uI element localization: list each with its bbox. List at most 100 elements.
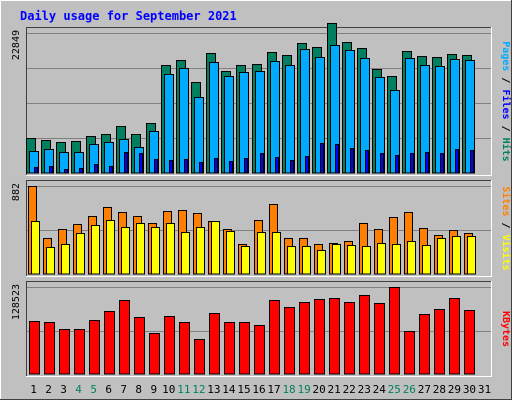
bar-hits-pages-day-4 xyxy=(79,168,83,174)
bar-hits-files-day-14 xyxy=(224,76,234,174)
bar-hits-files-day-11 xyxy=(179,68,189,174)
bar-kbytes-kbytes-day-10 xyxy=(164,316,175,375)
panel-hits-label-pages: Pages xyxy=(500,41,511,71)
panel-hits-ymax-label: 22849 xyxy=(11,30,22,60)
x-tick-label-day-12: 12 xyxy=(192,383,205,396)
panel-kbytes: 128523 KBytes xyxy=(11,281,511,377)
bar-visits-sites-day-26 xyxy=(407,241,416,275)
bar-kbytes-kbytes-day-4 xyxy=(74,329,85,375)
bar-visits-sites-day-6 xyxy=(106,220,115,275)
panel-visits-ymax-label: 882 xyxy=(11,183,22,201)
bar-kbytes-kbytes-day-21 xyxy=(329,298,340,375)
bar-visits-sites-day-16 xyxy=(257,232,266,275)
bar-hits-files-day-19 xyxy=(300,49,310,174)
bar-visits-sites-day-18 xyxy=(287,246,296,275)
bar-hits-pages-day-26 xyxy=(410,153,414,174)
panel-kbytes-ymax-label: 128523 xyxy=(11,284,22,320)
x-tick-label-day-11: 11 xyxy=(177,383,190,396)
panel-hits-series-label: Pages / Files / Hits xyxy=(500,41,512,161)
x-tick-label-day-16: 16 xyxy=(252,383,265,396)
bar-hits-pages-day-8 xyxy=(139,153,143,174)
x-tick-label-day-24: 24 xyxy=(373,383,387,396)
x-tick-label-day-15: 15 xyxy=(237,383,250,396)
bar-kbytes-kbytes-day-22 xyxy=(344,302,355,375)
bar-visits-sites-day-25 xyxy=(392,244,401,275)
x-tick-label-day-29: 29 xyxy=(448,383,461,396)
bar-visits-sites-day-4 xyxy=(76,233,85,275)
bar-hits-pages-day-6 xyxy=(109,166,113,174)
x-tick-label-day-25: 25 xyxy=(388,383,401,396)
bar-kbytes-kbytes-day-29 xyxy=(449,298,460,375)
bar-kbytes-kbytes-day-3 xyxy=(59,329,70,375)
x-tick-label-day-10: 10 xyxy=(162,383,175,396)
bar-hits-pages-day-17 xyxy=(275,157,279,174)
bar-visits-sites-day-17 xyxy=(272,232,281,275)
bar-visits-sites-day-30 xyxy=(467,236,476,275)
bar-hits-pages-day-24 xyxy=(380,153,384,174)
bar-hits-pages-day-16 xyxy=(260,153,264,174)
bar-hits-pages-day-3 xyxy=(64,169,68,174)
bar-visits-sites-day-15 xyxy=(241,246,250,275)
x-tick-label-day-19: 19 xyxy=(297,383,310,396)
bar-visits-sites-day-23 xyxy=(362,246,371,275)
panel-hits-label-hits: Hits xyxy=(500,138,512,162)
x-tick-label-day-18: 18 xyxy=(282,383,295,396)
x-tick-label-day-28: 28 xyxy=(433,383,446,396)
panel-hits-label-files: Files xyxy=(500,89,512,119)
x-tick-label-day-31: 31 xyxy=(478,383,491,396)
x-tick-label-day-14: 14 xyxy=(222,383,236,396)
panel-visits-series-label: Sites / Visits xyxy=(500,186,512,270)
panel-visits-label-visits: Visits xyxy=(500,235,512,271)
bar-kbytes-kbytes-day-18 xyxy=(284,307,295,375)
bar-hits-pages-day-14 xyxy=(229,161,233,174)
panel-hits: 22849 Pages / Files / Hits xyxy=(11,23,512,176)
x-tick-label-day-9: 9 xyxy=(150,383,157,396)
bar-hits-files-day-12 xyxy=(194,97,204,174)
x-axis-day-labels: 1 2 3 4 5 6 7 8 9 10 11 12 13 14 15 16 17 18 19 20 21 22 23 24 2… xyxy=(30,383,491,396)
x-tick-label-day-17: 17 xyxy=(267,383,280,396)
bar-hits-pages-day-30 xyxy=(470,150,474,174)
x-tick-label-day-26: 26 xyxy=(403,383,416,396)
bar-kbytes-kbytes-day-7 xyxy=(119,300,130,375)
bar-hits-pages-day-7 xyxy=(124,152,128,174)
bar-kbytes-kbytes-day-1 xyxy=(29,321,40,375)
bar-kbytes-kbytes-day-12 xyxy=(194,339,205,375)
bar-visits-sites-day-24 xyxy=(377,243,386,275)
x-tick-label-day-6: 6 xyxy=(105,383,112,396)
bar-hits-pages-day-15 xyxy=(244,158,248,174)
x-tick-label-day-3: 3 xyxy=(60,383,67,396)
bar-kbytes-kbytes-day-30 xyxy=(464,310,475,375)
panel-visits: 882 Sites / Visits xyxy=(11,180,512,277)
bar-hits-pages-day-13 xyxy=(214,158,218,174)
bar-visits-sites-day-3 xyxy=(61,244,70,275)
bar-visits-sites-day-5 xyxy=(91,225,100,275)
bar-kbytes-kbytes-day-26 xyxy=(404,331,415,375)
bar-visits-sites-day-13 xyxy=(211,221,220,275)
bar-kbytes-kbytes-day-2 xyxy=(44,322,55,375)
bar-kbytes-kbytes-day-9 xyxy=(149,333,160,375)
bar-hits-pages-day-2 xyxy=(49,166,53,174)
bar-hits-pages-day-21 xyxy=(335,144,339,174)
bar-visits-sites-day-12 xyxy=(196,227,205,275)
bar-hits-pages-day-11 xyxy=(184,159,188,174)
bar-kbytes-kbytes-day-5 xyxy=(89,320,100,375)
bar-hits-files-day-13 xyxy=(209,62,219,174)
bar-visits-sites-day-28 xyxy=(437,238,446,275)
bar-hits-pages-day-22 xyxy=(350,148,354,174)
x-tick-label-day-7: 7 xyxy=(120,383,127,396)
bar-hits-pages-day-29 xyxy=(455,149,459,174)
bar-hits-pages-day-1 xyxy=(34,167,38,174)
bar-visits-sites-day-2 xyxy=(46,247,55,275)
bar-kbytes-kbytes-day-14 xyxy=(224,322,235,375)
bar-hits-pages-day-23 xyxy=(365,150,369,174)
bar-kbytes-kbytes-day-8 xyxy=(134,317,145,375)
bar-hits-pages-day-19 xyxy=(305,156,309,174)
bar-hits-files-day-15 xyxy=(239,72,249,174)
bar-kbytes-kbytes-day-19 xyxy=(299,302,310,375)
bar-hits-pages-day-25 xyxy=(395,155,399,174)
panel-kbytes-series-label: KBytes xyxy=(500,311,511,347)
bar-visits-sites-day-8 xyxy=(136,223,145,275)
x-tick-label-day-8: 8 xyxy=(135,383,142,396)
bar-hits-files-day-18 xyxy=(285,65,295,174)
bar-kbytes-kbytes-day-23 xyxy=(359,295,370,375)
